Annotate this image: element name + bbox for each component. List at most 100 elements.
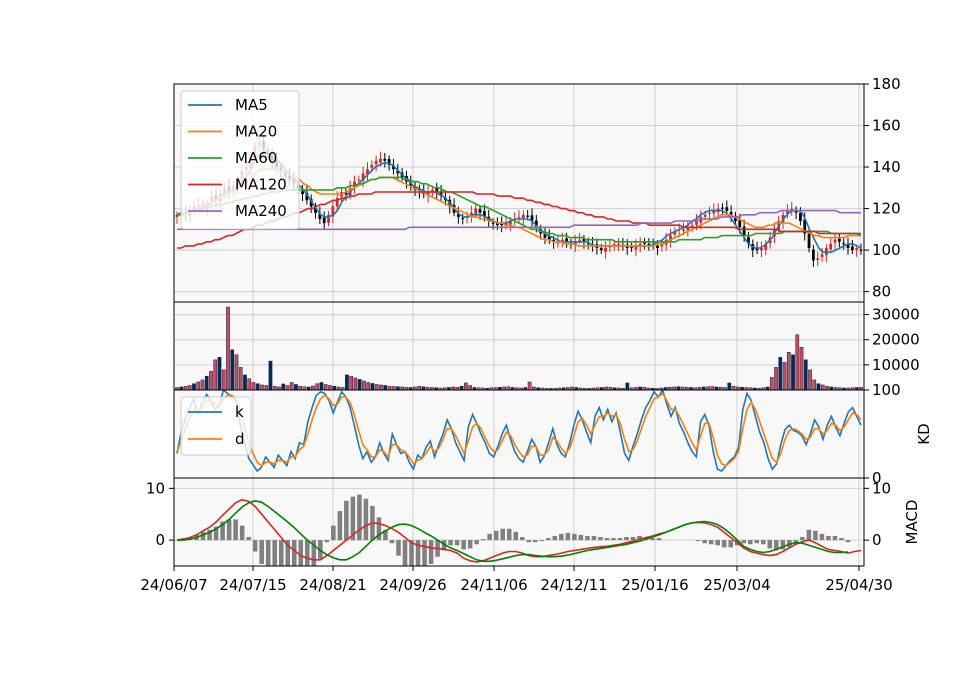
candle-body — [322, 217, 326, 224]
x-tick-label: 24/07/15 — [219, 576, 286, 594]
volume-bar — [238, 367, 243, 390]
macd-axis-label: MACD — [903, 500, 921, 545]
kd-tick-label: 100 — [872, 381, 901, 399]
candle-body — [469, 212, 473, 216]
volume-bar — [230, 349, 235, 390]
macd-histogram-bar — [396, 540, 401, 556]
volume-bar — [778, 357, 783, 390]
candle-body — [314, 207, 317, 213]
volume-bar — [557, 387, 562, 390]
price-tick-label: 120 — [872, 200, 901, 218]
candle-body — [435, 188, 439, 192]
candle-body — [508, 221, 512, 225]
volume-bar — [816, 383, 821, 390]
macd-histogram-bar — [552, 535, 558, 541]
macd-histogram-bar — [305, 540, 310, 566]
x-tick-label: 24/11/06 — [460, 576, 527, 594]
macd-histogram-bar — [350, 496, 356, 541]
volume-bar — [761, 387, 766, 390]
candle-body — [656, 245, 659, 249]
legend-label-ma240: MA240 — [235, 202, 287, 220]
candle-body — [682, 229, 685, 231]
candle-body — [712, 210, 716, 214]
legend-label-ma120: MA120 — [235, 176, 287, 194]
volume-bar — [243, 374, 247, 390]
volume-bar — [825, 385, 829, 390]
macd-histogram-bar — [617, 538, 623, 541]
volume-bar — [846, 387, 851, 390]
macd-histogram-bar — [832, 535, 838, 541]
macd-histogram-bar — [441, 540, 447, 551]
volume-bar — [646, 387, 651, 390]
candle-body — [353, 181, 356, 187]
volume-bar — [693, 387, 698, 390]
volume-bar — [727, 382, 732, 390]
volume-bar — [786, 352, 791, 390]
macd-histogram-bar — [826, 535, 831, 541]
volume-bar — [459, 385, 464, 390]
candle-body — [331, 206, 335, 217]
macd-histogram-bar — [474, 540, 479, 545]
volume-bar — [175, 387, 179, 390]
macd-tick-label: 10 — [872, 479, 891, 497]
candle-body — [695, 221, 698, 225]
macd-histogram-bar — [845, 540, 851, 543]
candle-body — [387, 159, 391, 165]
macd-histogram-bar — [344, 500, 349, 541]
macd-panel-frame — [173, 477, 865, 567]
candle-body — [309, 199, 313, 207]
macd-histogram-bar — [467, 540, 473, 549]
volume-tick-label: 30000 — [872, 306, 920, 324]
candle-body — [175, 214, 179, 217]
volume-bar — [472, 387, 477, 390]
candle-body — [374, 160, 378, 165]
volume-bar — [383, 385, 388, 390]
volume-bar — [731, 385, 736, 390]
volume-bar — [578, 387, 583, 390]
candle-body — [521, 214, 525, 219]
macd-histogram-bar — [650, 538, 655, 541]
volume-bar — [234, 354, 239, 390]
volume-bar — [264, 385, 269, 390]
volume-bar — [659, 387, 664, 390]
legend-label-ma20: MA20 — [235, 123, 277, 141]
macd-histogram-bar — [409, 540, 414, 566]
macd-histogram-bar — [559, 533, 564, 541]
macd-histogram-bar — [793, 540, 799, 544]
volume-bar — [362, 380, 366, 390]
candle-body — [327, 214, 330, 223]
macd-histogram-bar — [226, 519, 232, 541]
volume-tick-label: 20000 — [872, 331, 920, 349]
macd-histogram-bar — [747, 540, 753, 545]
candle-body — [820, 254, 824, 257]
candle-body — [647, 243, 651, 245]
candle-body — [634, 245, 638, 250]
macd-histogram-bar — [233, 519, 238, 541]
candle-body — [530, 215, 534, 222]
candle-body — [301, 191, 304, 195]
candle-body — [370, 164, 374, 168]
macd-histogram-bar — [656, 538, 662, 541]
volume-bar — [689, 387, 693, 390]
price-tick-label: 160 — [872, 117, 901, 135]
macd-histogram-bar — [239, 525, 245, 541]
candle-body — [396, 170, 400, 174]
candle-body — [729, 211, 733, 215]
candle-body — [456, 213, 460, 217]
x-tick-label: 24/08/21 — [299, 576, 366, 594]
kd-legend-label-d: d — [235, 430, 245, 448]
volume-bar — [812, 379, 817, 390]
kd-line-d — [176, 392, 862, 467]
price-tick-label: 100 — [872, 241, 901, 259]
volume-bar — [345, 374, 349, 390]
volume-bar — [808, 369, 812, 390]
macd-histogram-bar — [252, 540, 258, 552]
macd-histogram-bar — [422, 540, 427, 566]
macd-histogram-bar — [839, 538, 844, 541]
volume-bar — [374, 384, 379, 390]
candle-body — [383, 158, 387, 161]
macd-histogram-bar — [728, 540, 733, 548]
macd-histogram-bar — [591, 535, 597, 541]
x-tick-label: 25/03/04 — [703, 576, 770, 594]
macd-histogram-bar — [721, 540, 727, 548]
